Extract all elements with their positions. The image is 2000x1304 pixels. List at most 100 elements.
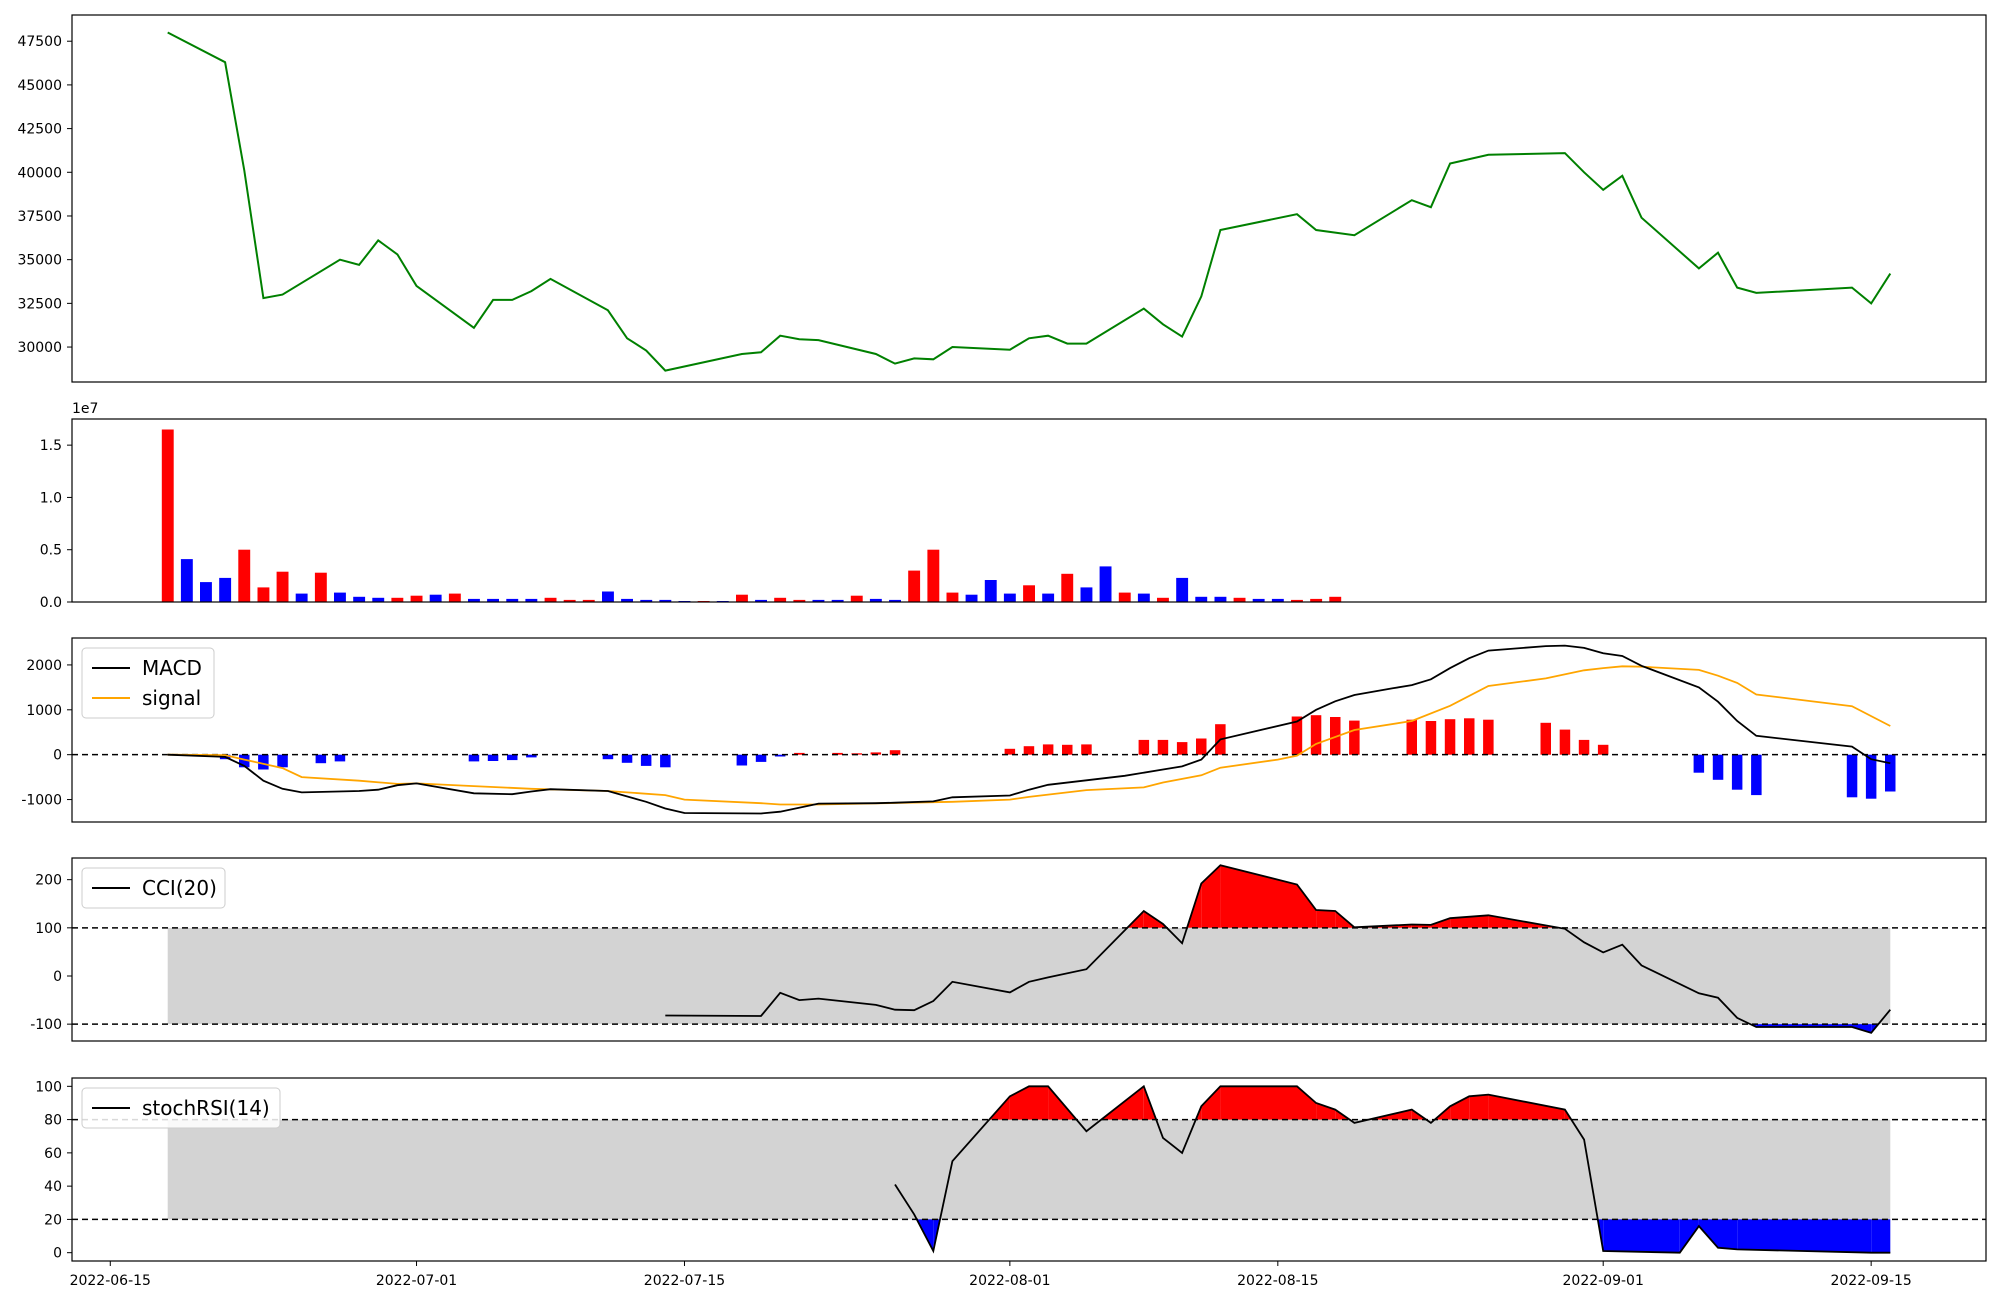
macd-histogram-bar: [1578, 739, 1590, 755]
stoch-under-fill-segment: [1698, 1219, 1718, 1248]
volume-offset-text: 1e7: [72, 401, 98, 417]
price-y-tick-label: 35000: [17, 253, 62, 269]
macd-histogram-bar: [1330, 717, 1341, 755]
volume-bar: [544, 597, 557, 602]
macd-histogram-bar: [736, 754, 748, 766]
volume-bar: [314, 572, 327, 602]
volume-bar: [1271, 598, 1284, 602]
volume-bar: [219, 577, 232, 602]
stoch-y-tick-label: 0: [53, 1246, 62, 1262]
cci-over-fill-segment: [1316, 910, 1336, 928]
macd-histogram-bar: [870, 752, 882, 755]
cci-legend-label: CCI(20): [142, 876, 217, 900]
macd-y-tick-label: -1000: [21, 793, 62, 809]
price-y-tick-label: 47500: [17, 34, 62, 50]
stoch-y-tick-label: 40: [44, 1179, 62, 1195]
cci-over-fill-segment: [1220, 865, 1297, 928]
macd-histogram-bar: [487, 754, 499, 761]
macd-histogram-bar: [468, 754, 480, 762]
macd-legend-box: [81, 647, 215, 719]
volume-bar: [850, 595, 863, 602]
macd-histogram-bar: [1023, 746, 1035, 755]
volume-bar: [1003, 593, 1016, 602]
macd-histogram-bar: [1540, 722, 1551, 755]
volume-y-tick-label: 1.0: [40, 490, 62, 506]
cci-over-fill-segment: [1201, 865, 1221, 928]
volume-bar: [391, 597, 404, 602]
cci-y-tick-label: 0: [53, 969, 62, 985]
macd-histogram-bar: [1731, 754, 1743, 790]
x-tick-label: 2022-09-01: [1563, 1273, 1644, 1289]
price-line: [167, 31, 1892, 372]
macd-histogram-bar: [1138, 739, 1150, 755]
stoch-under-fill-segment: [1679, 1219, 1699, 1253]
stoch-over-fill-segment: [1297, 1086, 1317, 1120]
macd-histogram-bar: [1846, 754, 1858, 798]
cci-over-fill-segment: [1450, 915, 1489, 928]
price-y-tick-label: 42500: [17, 122, 62, 138]
cci-y-tick-label: -100: [30, 1017, 62, 1033]
volume-bar: [180, 559, 193, 602]
volume-bar: [525, 598, 538, 602]
macd-legend-label: signal: [142, 686, 201, 710]
volume-bar: [563, 599, 576, 602]
volume-bar: [353, 596, 366, 602]
volume-bar: [659, 599, 672, 602]
volume-bar: [602, 591, 614, 602]
macd-histogram-bar: [1597, 744, 1609, 755]
macd-histogram-bar: [1157, 739, 1169, 755]
macd-histogram-bar: [1291, 716, 1303, 755]
price-y-tick-label: 30000: [17, 340, 62, 356]
macd-histogram-bar: [1751, 754, 1762, 796]
volume-bar: [908, 570, 921, 602]
volume-bar: [984, 580, 997, 602]
volume-bar: [946, 592, 959, 602]
stoch-over-fill-segment: [1029, 1086, 1049, 1120]
volume-bar: [1099, 566, 1112, 602]
macd-histogram-bar: [832, 752, 843, 755]
volume-bar: [334, 592, 346, 602]
price-y-tick-label: 45000: [17, 78, 62, 94]
macd-histogram-bar: [258, 754, 269, 770]
macd-histogram-bar: [774, 754, 786, 757]
macd-histogram-bar: [1425, 721, 1437, 755]
cci-frame: [71, 857, 1987, 1042]
macd-histogram-bar: [277, 754, 288, 768]
macd-histogram-bar: [239, 754, 250, 768]
volume-bar: [812, 599, 825, 602]
volume-bar: [1137, 593, 1150, 602]
macd-histogram-bar: [526, 754, 537, 758]
volume-bar: [1061, 573, 1074, 602]
stoch-over-fill-segment: [1488, 1094, 1565, 1120]
x-tick-label: 2022-07-01: [376, 1273, 457, 1289]
volume-bar: [1195, 596, 1208, 602]
macd-histogram-bar: [315, 754, 327, 764]
volume-frame: [71, 418, 1987, 603]
volume-bar: [621, 598, 633, 602]
macd-signal-line: [167, 665, 1891, 806]
volume-bar: [487, 598, 499, 602]
volume-bar: [276, 571, 289, 602]
volume-bar: [429, 594, 442, 602]
volume-bar: [1233, 597, 1246, 602]
volume-bar: [1291, 599, 1303, 602]
macd-histogram-bar: [1349, 720, 1360, 755]
macd-histogram-bar: [1004, 748, 1016, 755]
price-y-tick-label: 40000: [17, 165, 62, 181]
stoch-over-fill-segment: [1220, 1086, 1297, 1120]
x-tick-label: 2022-08-01: [969, 1273, 1050, 1289]
stoch-y-tick-label: 100: [35, 1079, 62, 1095]
stoch-under-fill-segment: [1871, 1219, 1891, 1253]
macd-y-tick-label: 0: [53, 748, 62, 764]
volume-y-tick-label: 0.5: [40, 543, 62, 559]
x-tick-label: 2022-07-15: [644, 1273, 725, 1289]
macd-histogram-bar: [640, 754, 652, 766]
stoch-y-tick-label: 20: [44, 1212, 62, 1228]
price-frame: [71, 14, 1987, 383]
macd-histogram-bar: [1483, 719, 1494, 755]
volume-bar: [1176, 577, 1189, 602]
volume-bar: [468, 598, 480, 602]
macd-histogram-bar: [660, 754, 671, 768]
volume-bar: [736, 594, 748, 602]
